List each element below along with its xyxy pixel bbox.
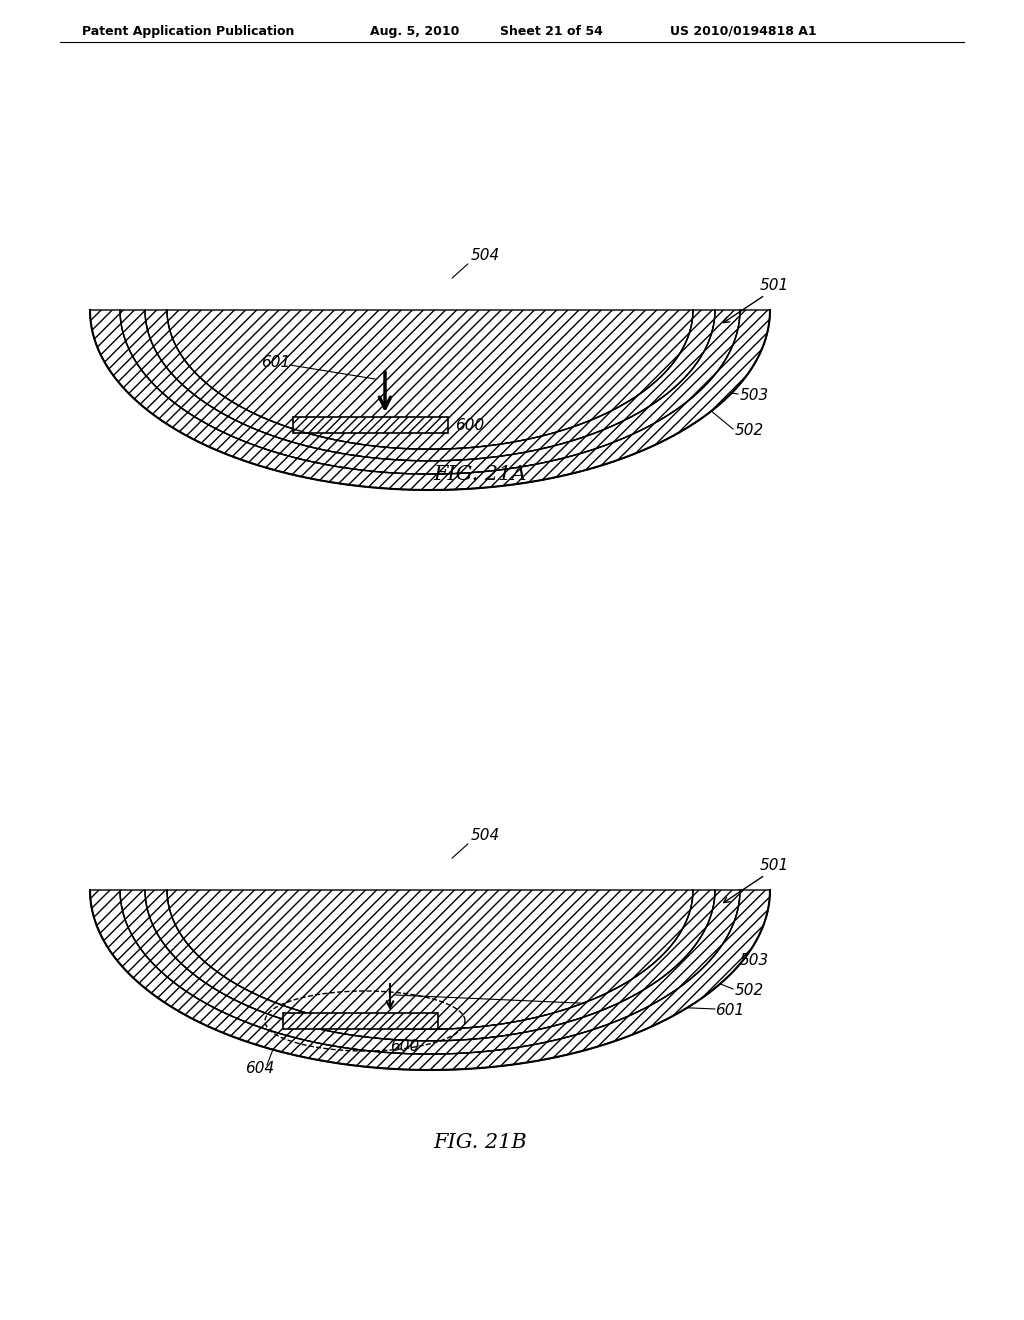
Polygon shape — [90, 890, 770, 1071]
Text: US 2010/0194818 A1: US 2010/0194818 A1 — [670, 25, 816, 38]
Text: 501: 501 — [760, 858, 790, 873]
Text: Sheet 21 of 54: Sheet 21 of 54 — [500, 25, 603, 38]
Polygon shape — [120, 890, 740, 1055]
Text: FIG. 21B: FIG. 21B — [433, 1133, 527, 1151]
Text: 601: 601 — [715, 1003, 744, 1018]
Bar — [293, 417, 449, 433]
Bar — [283, 1012, 438, 1030]
Polygon shape — [167, 310, 693, 449]
Polygon shape — [145, 890, 715, 1041]
Text: 600: 600 — [390, 1039, 419, 1053]
Polygon shape — [120, 310, 740, 474]
Text: Aug. 5, 2010: Aug. 5, 2010 — [370, 25, 460, 38]
Text: 503: 503 — [740, 388, 769, 403]
Text: 501: 501 — [760, 279, 790, 293]
Text: 600: 600 — [455, 417, 484, 433]
Text: 502: 502 — [735, 983, 764, 998]
Polygon shape — [145, 310, 715, 461]
Polygon shape — [167, 890, 693, 1030]
Text: 503: 503 — [740, 953, 769, 968]
Text: Patent Application Publication: Patent Application Publication — [82, 25, 294, 38]
Text: FIG. 21A: FIG. 21A — [433, 466, 526, 484]
Text: 502: 502 — [735, 422, 764, 438]
Text: 601: 601 — [261, 355, 290, 370]
Text: 504: 504 — [470, 828, 500, 843]
Text: 604: 604 — [245, 1061, 274, 1076]
Text: 504: 504 — [470, 248, 500, 263]
Polygon shape — [90, 310, 770, 490]
